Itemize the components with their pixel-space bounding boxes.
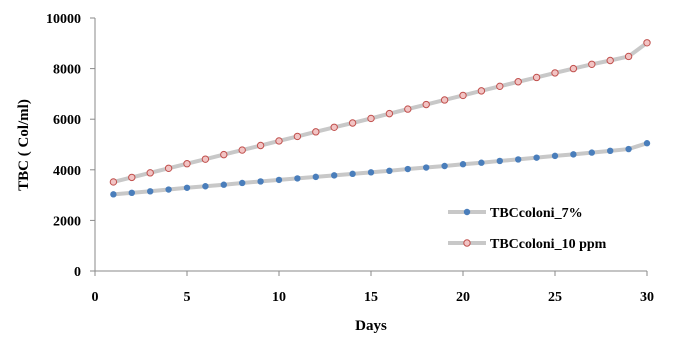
- y-tick-label: 10000: [46, 12, 81, 27]
- data-point: [220, 181, 227, 188]
- x-tick-label: 20: [456, 290, 470, 305]
- data-point: [423, 164, 430, 171]
- data-point: [478, 159, 485, 166]
- legend-swatch-marker-2: [463, 239, 471, 247]
- data-point: [440, 96, 449, 104]
- data-point: [385, 109, 394, 118]
- legend-label-series-2: TBCcoloni_10 ppm: [490, 237, 607, 252]
- data-point: [515, 156, 522, 163]
- data-point: [239, 179, 246, 187]
- data-point: [257, 178, 264, 185]
- axes: [94, 18, 647, 272]
- data-point: [312, 173, 319, 181]
- data-point: [109, 178, 118, 186]
- data-point: [551, 69, 559, 77]
- data-point: [164, 164, 173, 172]
- data-point: [330, 123, 338, 131]
- data-point: [441, 162, 448, 170]
- data-point: [349, 170, 356, 178]
- data-point: [551, 152, 559, 160]
- y-tick-label: 6000: [53, 113, 81, 128]
- data-point: [183, 160, 191, 168]
- data-point: [367, 114, 375, 123]
- series-layer: [109, 39, 651, 198]
- data-point: [422, 100, 430, 109]
- data-point: [588, 149, 595, 156]
- data-point: [459, 161, 467, 168]
- data-point: [202, 183, 209, 190]
- data-point: [532, 73, 541, 82]
- legend-item-series-2: TBCcoloni_10 ppm: [448, 237, 607, 252]
- data-point: [128, 189, 135, 197]
- data-point: [624, 52, 633, 61]
- legend-swatch-marker-1: [463, 208, 471, 216]
- y-tick-label: 8000: [53, 63, 81, 78]
- y-tick-label: 0: [74, 265, 81, 280]
- legend-item-series-1: TBCcoloni_7%: [448, 206, 583, 221]
- x-tick-label: 15: [364, 290, 378, 305]
- data-point: [569, 64, 578, 73]
- data-point: [367, 169, 375, 176]
- y-tick-label: 4000: [53, 164, 81, 179]
- data-point: [238, 146, 246, 154]
- data-point: [404, 165, 411, 173]
- data-point: [293, 132, 302, 141]
- data-point: [459, 91, 467, 100]
- x-tick-label: 10: [272, 290, 286, 305]
- data-point: [201, 155, 210, 163]
- y-axis-ticks: 0 2000 4000 6000 8000 10000: [46, 12, 95, 280]
- data-point: [643, 140, 651, 147]
- x-tick-label: 5: [184, 290, 191, 305]
- series-line-2: [112, 41, 649, 184]
- data-point: [606, 56, 614, 65]
- y-tick-label: 2000: [53, 214, 81, 229]
- data-point: [331, 172, 338, 179]
- data-point: [625, 145, 632, 153]
- x-axis-ticks: 0 5 10 15 20 25 30: [92, 271, 654, 305]
- data-point: [386, 167, 393, 175]
- data-point: [147, 188, 154, 195]
- data-point: [348, 119, 357, 127]
- data-point: [570, 151, 577, 158]
- x-tick-label: 30: [640, 290, 654, 305]
- data-point: [404, 105, 412, 113]
- data-point: [514, 78, 522, 86]
- data-point: [607, 147, 614, 155]
- data-point: [533, 154, 540, 161]
- x-tick-label: 0: [92, 290, 99, 305]
- data-point: [477, 87, 486, 95]
- data-point: [496, 157, 503, 165]
- x-axis-title: Days: [355, 318, 387, 334]
- series-2: [109, 39, 651, 186]
- legend: TBCcoloni_7% TBCcoloni_10 ppm: [448, 206, 607, 252]
- data-point: [312, 128, 320, 136]
- data-point: [275, 137, 283, 145]
- x-tick-label: 25: [548, 290, 562, 305]
- series-1: [110, 140, 651, 198]
- legend-label-series-1: TBCcoloni_7%: [490, 206, 583, 221]
- data-point: [220, 150, 228, 159]
- data-point: [110, 191, 117, 198]
- data-point: [146, 169, 154, 177]
- data-point: [165, 186, 172, 193]
- data-point: [183, 184, 191, 191]
- data-point: [643, 39, 651, 47]
- y-axis-title: TBC ( Col/ml): [16, 99, 32, 191]
- data-point: [294, 175, 301, 182]
- data-point: [128, 173, 136, 182]
- data-point: [496, 82, 504, 91]
- data-point: [275, 176, 283, 184]
- data-point: [256, 141, 265, 150]
- data-point: [588, 60, 596, 68]
- series-line-1: [113, 141, 648, 197]
